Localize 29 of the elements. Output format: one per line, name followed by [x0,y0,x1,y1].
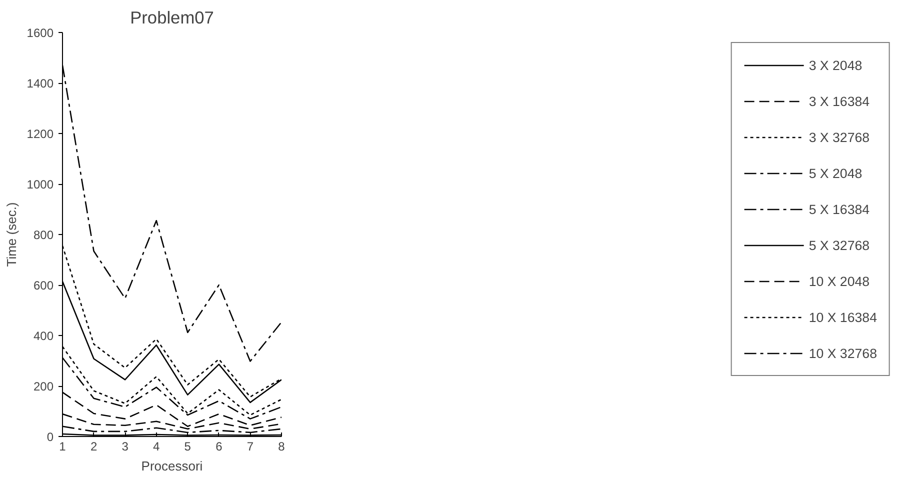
x-tick-label: 4 [153,440,160,454]
legend-label: 3 X 32768 [808,130,870,144]
x-tick-label: 7 [246,440,254,454]
x-tick-label: 2 [90,440,98,454]
y-tick-label: 400 [33,329,54,343]
x-tick-label: 1 [59,440,66,454]
legend-label: 5 X 32768 [808,238,870,252]
y-tick-label: 1400 [26,76,54,90]
legend-label: 10 X 32768 [808,346,877,360]
legend-label: 3 X 16384 [808,94,870,108]
legend-label: 5 X 2048 [808,166,862,180]
y-tick-label: 0 [46,430,54,444]
x-tick-label: 6 [216,440,223,454]
y-tick-label: 1000 [26,178,54,192]
x-axis-title: Processori [141,458,203,474]
y-tick-label: 200 [33,380,54,394]
x-tick-label: 5 [184,440,192,454]
x-tick-label: 8 [278,440,286,454]
y-axis-title: Time (sec.) [4,202,19,267]
y-tick-label: 800 [33,228,54,242]
x-tick-label: 3 [122,440,129,454]
y-tick-label: 600 [33,278,54,292]
chart-title: Problem07 [130,8,214,28]
y-tick-label: 1200 [26,127,54,141]
y-tick-label: 1600 [26,26,54,40]
legend-label: 3 X 2048 [808,58,862,72]
legend-label: 10 X 2048 [808,274,870,288]
legend-label: 5 X 16384 [808,202,870,216]
legend-label: 10 X 16384 [808,310,877,324]
